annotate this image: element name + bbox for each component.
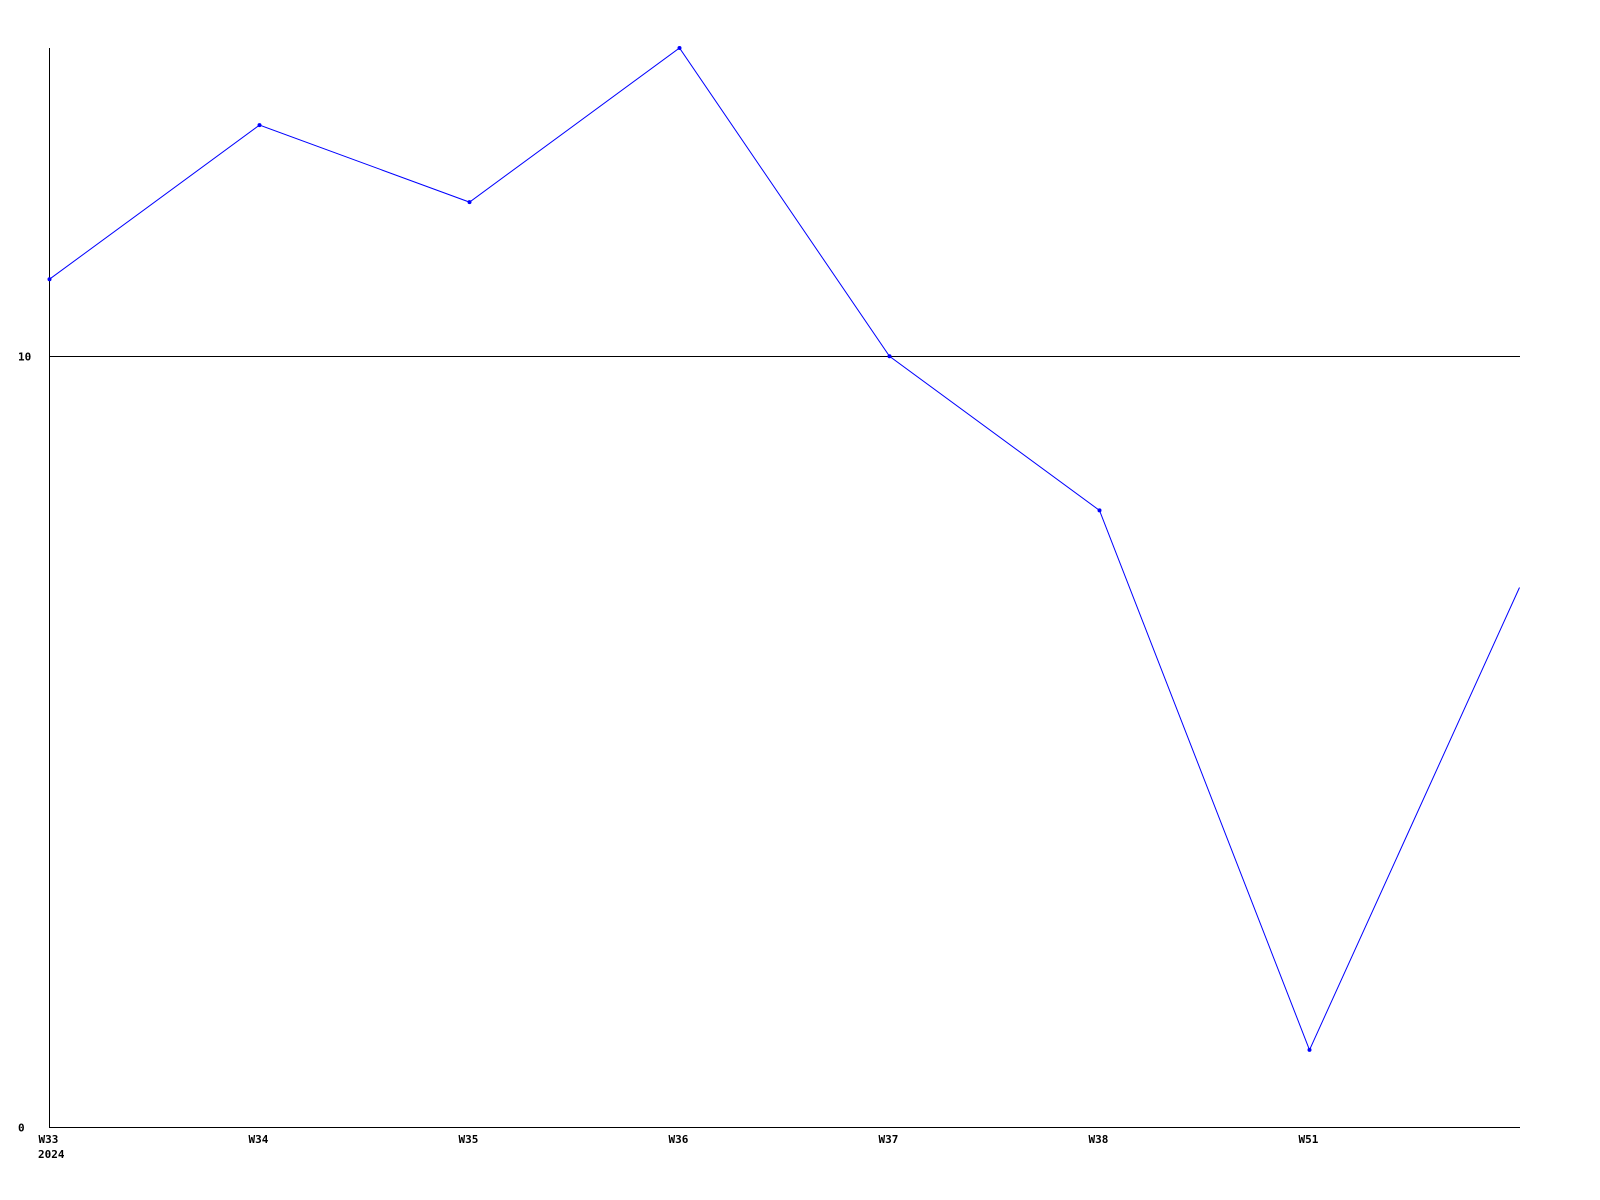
x-tick-label: W36 — [669, 1133, 689, 1146]
x-tick-label: W38 — [1089, 1133, 1109, 1146]
series-line — [49, 47, 1520, 1052]
data-point — [887, 354, 892, 359]
x-tick-label: W37 — [879, 1133, 899, 1146]
data-point — [1307, 1047, 1312, 1052]
y-tick-label: 10 — [18, 351, 31, 364]
x-tick-label: W33 — [39, 1133, 59, 1146]
data-point — [677, 46, 682, 50]
data-point — [467, 200, 472, 205]
x-tick-label: W51 — [1299, 1133, 1319, 1146]
data-point — [47, 277, 52, 282]
data-point — [1097, 508, 1102, 513]
y-tick-label: 0 — [18, 1122, 25, 1135]
x-tick-label: W34 — [249, 1133, 269, 1146]
data-point — [257, 123, 262, 128]
x-tick-label: W35 — [459, 1133, 479, 1146]
x-year-label: 2024 — [38, 1148, 65, 1161]
